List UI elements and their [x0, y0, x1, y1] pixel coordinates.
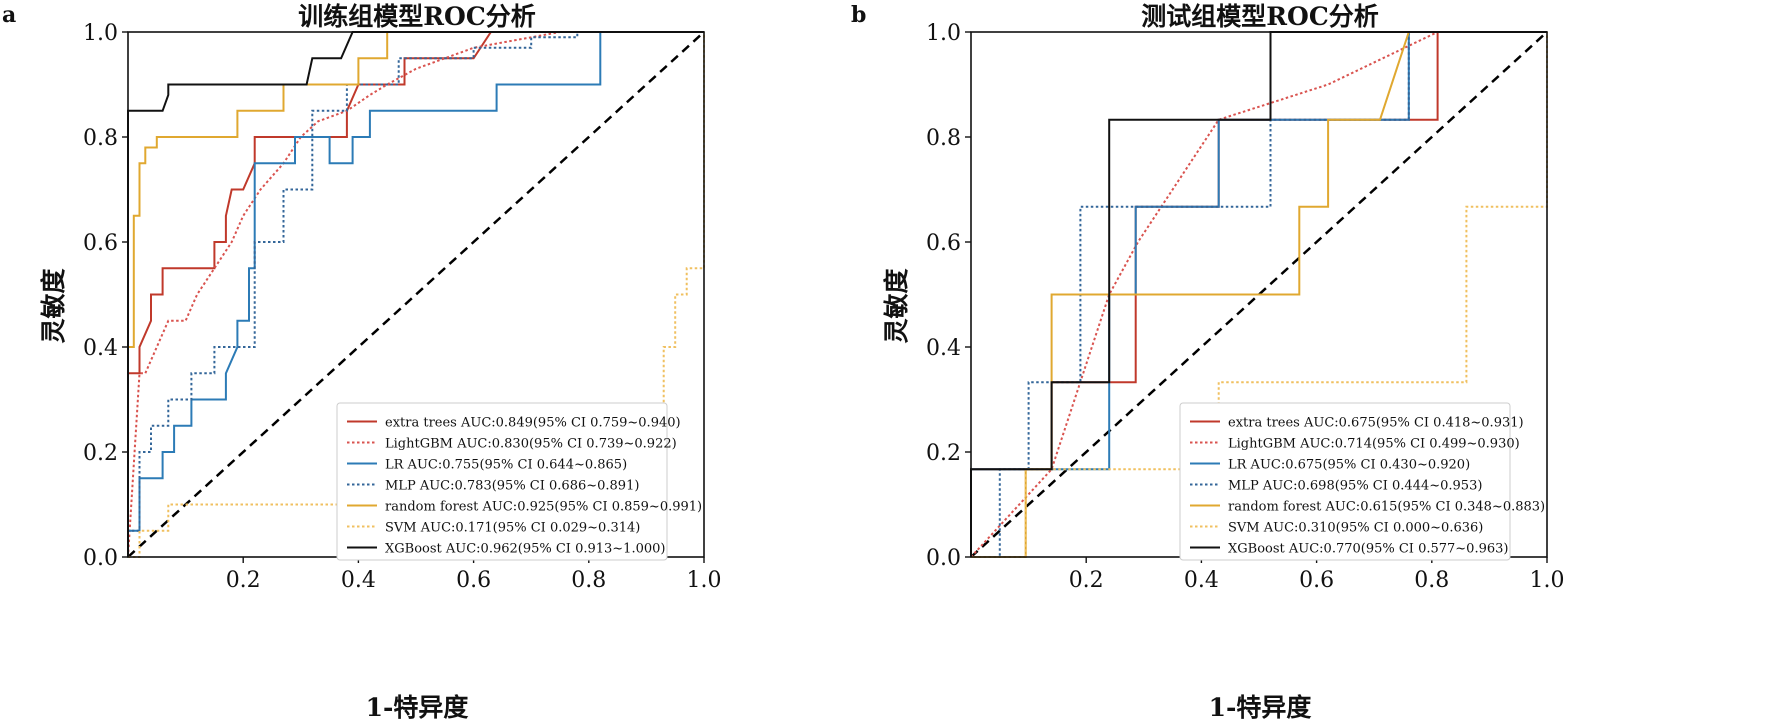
panel-a-legend-label-2: LR AUC:0.755(95% CI 0.644~0.865) [385, 458, 627, 473]
panel-b: b 测试组模型ROC分析 1-特异度 灵敏度 0.2 0.4 0.6 0.8 1.00.… [851, 2, 1565, 722]
panel-a-legend-label-0: extra trees AUC:0.849(95% CI 0.759~0.940… [385, 416, 681, 431]
panel-b-legend-box [1179, 402, 1511, 561]
panel-a: a 训练组模型ROC分析 1-特异度 灵敏度 0.2 0.4 0.6 0.8 1.00.… [2, 2, 722, 722]
panel-a-y-tick-label-4: 0.8 [83, 126, 118, 151]
panel-a-series-line-4 [127, 31, 704, 557]
panel-a-y-tick-label-1: 0.2 [83, 441, 118, 466]
panel-a-y-tick-label-0: 0.0 [83, 546, 118, 571]
panel-b-legend: extra trees AUC:0.675(95% CI 0.418~0.931… [1179, 402, 1545, 561]
panel-a-y-tick-label-3: 0.6 [83, 231, 118, 256]
panel-b-x-tick-label-3: 0.8 [1414, 568, 1449, 593]
panel-a-series-line-0 [127, 31, 704, 557]
panel-a-x-tick-label-2: 0.6 [456, 568, 491, 593]
panel-b-series-line-4 [971, 31, 1547, 558]
panel-a-x-tick-label-1: 0.4 [341, 568, 376, 593]
panel-b-legend-label-4: random forest AUC:0.615(95% CI 0.348~0.8… [1228, 500, 1545, 515]
panel-a-legend-label-5: SVM AUC:0.171(95% CI 0.029~0.314) [385, 521, 640, 536]
panel-b-x-tick-label-4: 1.0 [1530, 568, 1565, 593]
panel-b-legend-label-5: SVM AUC:0.310(95% CI 0.000~0.636) [1228, 521, 1483, 536]
panel-a-legend-box [336, 402, 668, 561]
panel-a-x-tick-label-4: 1.0 [687, 568, 722, 593]
panel-a-series-line-5 [128, 32, 705, 558]
panel-a-y-axis-label: 灵敏度 [39, 268, 68, 343]
panel-b-x-tick-label-1: 0.4 [1184, 568, 1219, 593]
panel-b-x-tick-label-2: 0.6 [1299, 568, 1334, 593]
panel-a-legend-label-4: random forest AUC:0.925(95% CI 0.859~0.9… [385, 500, 702, 515]
panel-b-series-line-5 [971, 32, 1548, 558]
panel-b-x-tick-label-0: 0.2 [1069, 568, 1104, 593]
panel-a-y-tick-label-2: 0.4 [83, 336, 118, 361]
panel-b-y-tick-label-0: 0.0 [926, 546, 961, 571]
panel-b-legend-label-1: LightGBM AUC:0.714(95% CI 0.499~0.930) [1228, 437, 1520, 452]
panel-b-legend-label-6: XGBoost AUC:0.770(95% CI 0.577~0.963) [1228, 542, 1508, 557]
panel-a-series-line-2 [127, 31, 704, 557]
panel-b-legend-label-3: MLP AUC:0.698(95% CI 0.444~0.953) [1228, 479, 1482, 494]
panel-b-diagonal-line [970, 31, 1548, 558]
panel-a-legend: extra trees AUC:0.849(95% CI 0.759~0.940… [336, 402, 702, 561]
panel-b-legend-label-0: extra trees AUC:0.675(95% CI 0.418~0.931… [1228, 416, 1524, 431]
panel-a-x-axis-label: 1-特异度 [366, 693, 469, 722]
panel-b-tag: b [851, 2, 866, 28]
panel-a-plot-area: 0.2 0.4 0.6 0.8 1.0 0.0 0.2 0.4 0.6 0.8 1.0 extra t… [83, 21, 722, 593]
panel-b-series-line-6 [970, 31, 1547, 557]
panel-a-legend-label-3: MLP AUC:0.783(95% CI 0.686~0.891) [385, 479, 639, 494]
panel-b-y-tick-label-3: 0.6 [926, 231, 961, 256]
panel-a-title: 训练组模型ROC分析 [298, 2, 535, 31]
panel-a-legend-label-6: XGBoost AUC:0.962(95% CI 0.913~1.000) [385, 542, 665, 557]
panel-b-y-tick-label-5: 1.0 [926, 21, 961, 46]
panel-a-y-tick-label-5: 1.0 [83, 21, 118, 46]
panel-a-tag: a [2, 2, 16, 28]
panel-b-x-axis-label: 1-特异度 [1209, 693, 1312, 722]
panel-a-x-tick-label-0: 0.2 [226, 568, 261, 593]
panel-b-series-line-1 [970, 31, 1547, 558]
panel-a-x-tick-label-3: 0.8 [571, 568, 606, 593]
panel-b-plot-area: 0.2 0.4 0.6 0.8 1.0 0.0 0.2 0.4 0.6 0.8 1.0 extra t… [926, 21, 1565, 593]
panel-a-legend-label-1: LightGBM AUC:0.830(95% CI 0.739~0.922) [385, 437, 677, 452]
panel-b-y-tick-label-2: 0.4 [926, 336, 961, 361]
panel-b-title: 测试组模型ROC分析 [1141, 2, 1378, 31]
panel-b-y-tick-label-4: 0.8 [926, 126, 961, 151]
panel-a-series-line-6 [127, 31, 704, 557]
panel-a-series-line-3 [127, 31, 704, 557]
panel-b-y-axis-label: 灵敏度 [882, 268, 911, 343]
panel-b-legend-label-2: LR AUC:0.675(95% CI 0.430~0.920) [1228, 458, 1470, 473]
panel-b-y-tick-label-1: 0.2 [926, 441, 961, 466]
panel-a-diagonal-line [127, 31, 705, 558]
